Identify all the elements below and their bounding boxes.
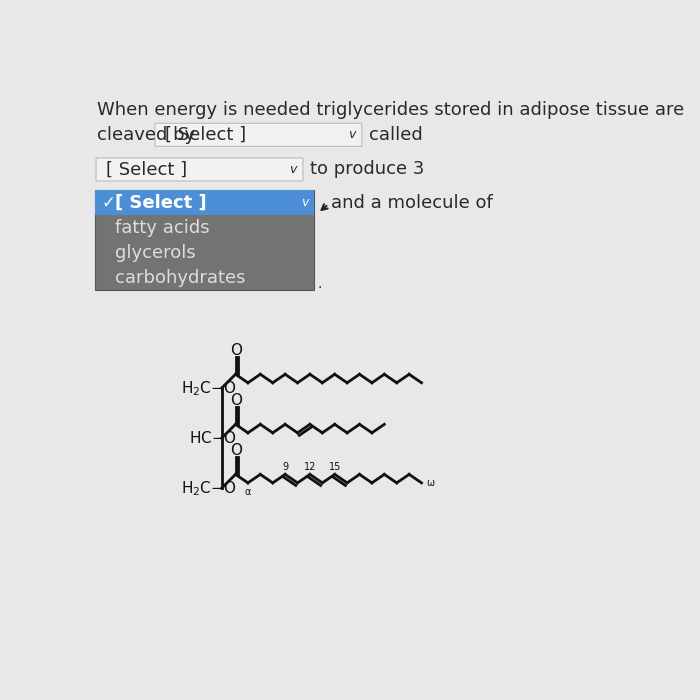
- Text: [ Select ]: [ Select ]: [106, 160, 187, 178]
- Text: carbohydrates: carbohydrates: [116, 269, 246, 287]
- Bar: [95, 190, 314, 216]
- FancyBboxPatch shape: [155, 123, 362, 146]
- Text: .: .: [318, 277, 322, 291]
- Text: O: O: [230, 443, 242, 458]
- Text: H$_2$C$-$O: H$_2$C$-$O: [181, 379, 237, 398]
- Bar: [95, 190, 314, 290]
- Text: glycerols: glycerols: [116, 244, 196, 262]
- Text: cleaved by: cleaved by: [97, 126, 195, 144]
- Text: 12: 12: [304, 463, 316, 473]
- Text: 15: 15: [328, 463, 341, 473]
- Text: and a molecule of: and a molecule of: [331, 194, 493, 212]
- Text: [ Select ]: [ Select ]: [116, 194, 207, 212]
- Text: v: v: [348, 128, 356, 141]
- Text: to produce 3: to produce 3: [310, 160, 424, 178]
- Text: fatty acids: fatty acids: [116, 219, 210, 237]
- FancyBboxPatch shape: [96, 158, 303, 181]
- Text: 9: 9: [282, 463, 288, 473]
- Text: α: α: [245, 487, 251, 497]
- Text: H$_2$C$-$O: H$_2$C$-$O: [181, 479, 237, 498]
- Text: [ Select ]: [ Select ]: [165, 126, 246, 144]
- Text: O: O: [230, 393, 242, 408]
- Text: v: v: [301, 196, 308, 209]
- Text: O: O: [230, 343, 242, 358]
- Text: ✓: ✓: [102, 194, 116, 212]
- Text: v: v: [289, 163, 297, 176]
- Text: When energy is needed triglycerides stored in adipose tissue are: When energy is needed triglycerides stor…: [97, 101, 684, 119]
- Text: called: called: [369, 126, 423, 144]
- Text: ω: ω: [426, 478, 434, 488]
- Text: HC$-$O: HC$-$O: [189, 430, 237, 446]
